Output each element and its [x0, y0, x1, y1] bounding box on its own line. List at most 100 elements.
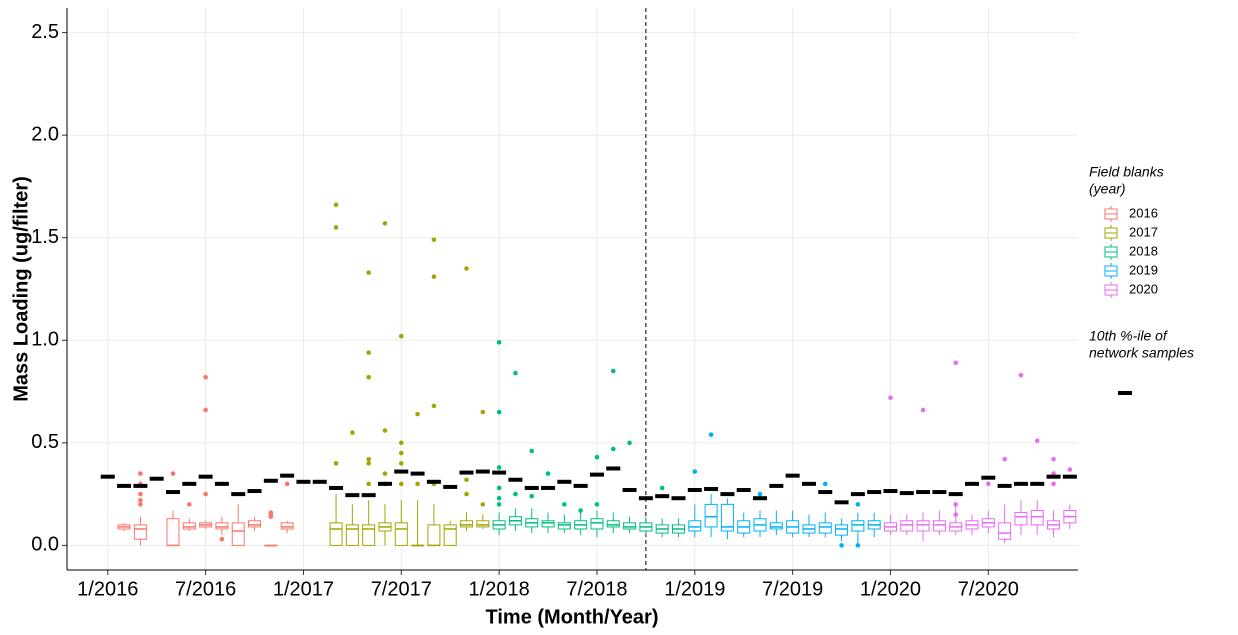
reference-mark [1046, 474, 1061, 479]
box [362, 524, 376, 546]
outlier [382, 221, 388, 226]
box [133, 524, 147, 540]
outlier [464, 266, 469, 271]
box [900, 520, 914, 532]
reference-mark [263, 478, 278, 483]
outlier [757, 491, 763, 497]
y-tick-label: 2.5 [31, 21, 59, 43]
outlier [203, 491, 208, 497]
reference-mark [899, 491, 914, 496]
outlier [366, 374, 371, 380]
outlier [398, 481, 404, 487]
outlier [1067, 467, 1073, 472]
legend-label: 2020 [1129, 281, 1158, 296]
outlier [138, 491, 143, 497]
outlier [350, 430, 355, 435]
reference-mark [541, 485, 556, 490]
outlier [708, 432, 714, 437]
x-tick-label: 7/2019 [762, 578, 823, 600]
reference-mark [736, 488, 751, 493]
outlier [594, 454, 600, 460]
box [704, 503, 718, 528]
reference-mark [981, 475, 996, 480]
box [916, 520, 930, 532]
outlier [138, 502, 143, 507]
reference-mark [182, 481, 197, 486]
reference-mark [883, 489, 898, 494]
y-axis-title: Mass Loading (ug/filter) [10, 176, 32, 402]
reference-mark [769, 483, 784, 488]
reference-mark [361, 493, 376, 498]
reference-mark [117, 483, 132, 488]
outlier [822, 481, 828, 487]
reference-mark [1030, 481, 1045, 486]
box [623, 522, 637, 530]
outlier [1002, 456, 1007, 462]
outlier [138, 471, 143, 476]
outlier [659, 485, 665, 491]
legend-title: 10th %-ile of [1089, 328, 1169, 344]
legend-title: Field blanks [1089, 164, 1164, 180]
reference-mark [948, 492, 963, 497]
outlier [692, 469, 698, 474]
outlier [529, 448, 535, 454]
x-tick-label: 7/2016 [175, 578, 236, 600]
outlier [366, 456, 371, 462]
legend-label: 2017 [1129, 224, 1158, 239]
reference-mark [704, 486, 719, 491]
box [998, 522, 1012, 540]
reference-mark [377, 481, 392, 486]
reference-mark [867, 490, 882, 495]
outlier [513, 370, 518, 376]
box [476, 520, 490, 528]
box [329, 522, 343, 546]
outlier [284, 481, 290, 487]
outlier [545, 471, 551, 476]
outlier [366, 481, 371, 487]
reference-mark [997, 483, 1012, 488]
outlier [529, 493, 535, 499]
outlier [594, 502, 600, 507]
reference-mark [329, 485, 344, 490]
box [606, 520, 620, 528]
x-tick-label: 1/2019 [664, 578, 725, 600]
reference-mark [524, 485, 539, 490]
outlier [496, 495, 502, 501]
reference-mark [818, 490, 833, 495]
box [1030, 510, 1044, 526]
reference-mark [345, 493, 360, 498]
x-axis-title: Time (Month/Year) [486, 606, 659, 628]
outlier [464, 477, 469, 483]
outlier [415, 411, 420, 417]
box [215, 522, 229, 530]
reference-mark [589, 472, 604, 477]
outlier [1051, 481, 1056, 487]
box [590, 518, 604, 530]
outlier [333, 202, 339, 208]
reference-mark [296, 479, 311, 484]
outlier [268, 510, 274, 515]
legend-swatch [1118, 391, 1132, 395]
box [1014, 512, 1028, 526]
y-tick-label: 1.0 [31, 329, 59, 351]
x-tick-label: 1/2016 [77, 578, 138, 600]
outlier [333, 461, 339, 466]
reference-mark [916, 490, 931, 495]
outlier [496, 502, 502, 507]
box [769, 522, 783, 530]
box [851, 520, 865, 532]
reference-mark [410, 471, 425, 476]
outlier [203, 374, 208, 380]
outlier [1034, 438, 1040, 444]
reference-mark [214, 481, 229, 486]
outlier [496, 409, 502, 415]
outlier [170, 471, 176, 476]
reference-mark [475, 469, 490, 474]
reference-mark [687, 488, 702, 493]
outlier [366, 270, 371, 275]
reference-mark [312, 479, 327, 484]
outlier [953, 502, 959, 507]
box [443, 524, 457, 546]
outlier [562, 502, 567, 507]
x-tick-label: 7/2018 [566, 578, 627, 600]
